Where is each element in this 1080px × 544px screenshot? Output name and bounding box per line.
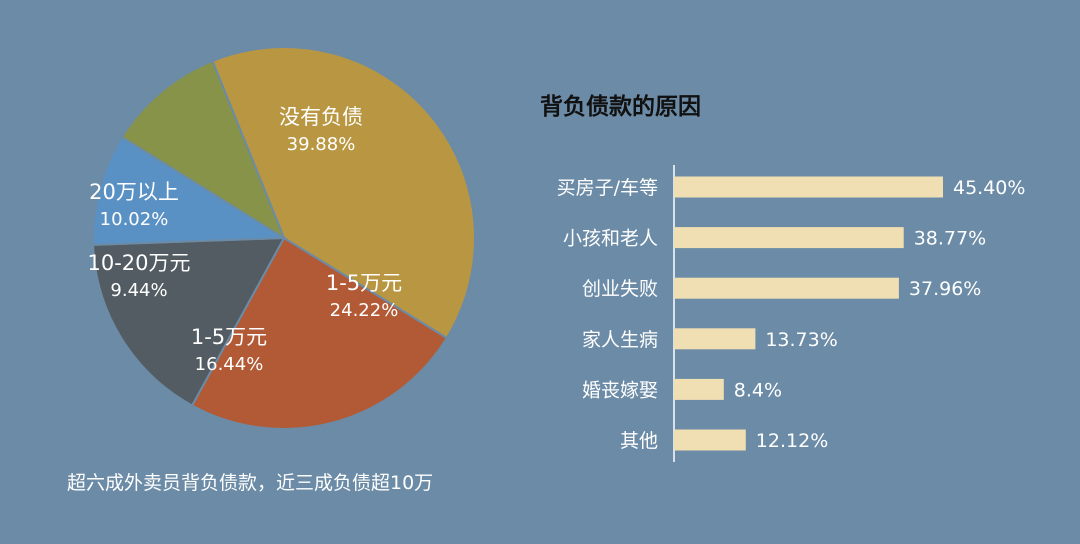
bar-category-label: 创业失败 xyxy=(582,278,658,300)
pie-slice-label: 1-5万元 xyxy=(191,325,267,349)
bar xyxy=(674,277,899,299)
pie-slice-value: 39.88% xyxy=(287,134,356,155)
bar-value-label: 37.96% xyxy=(909,278,981,300)
pie-slice-value: 10.02% xyxy=(100,209,169,230)
pie-slice xyxy=(190,236,449,430)
bar-chart-title: 背负债款的原因 xyxy=(540,93,701,120)
pie-slice-value: 9.44% xyxy=(110,280,167,301)
bar xyxy=(674,227,904,249)
pie-slice-label: 10-20万元 xyxy=(87,251,190,275)
bar xyxy=(674,328,756,350)
pie-slice xyxy=(120,59,287,241)
bar-category-label: 婚丧嫁娶 xyxy=(582,379,658,401)
pie-slice xyxy=(211,46,476,340)
bar-category-label: 小孩和老人 xyxy=(563,228,658,250)
pie-slice xyxy=(92,135,288,246)
bar xyxy=(674,429,746,451)
bar-category-label: 买房子/车等 xyxy=(557,177,658,199)
bar-value-label: 45.40% xyxy=(953,177,1025,199)
bar-value-label: 38.77% xyxy=(914,228,986,250)
chart-caption: 超六成外卖员背负债款，近三成负债超10万 xyxy=(67,472,433,494)
bar xyxy=(674,378,724,400)
bar-category-label: 家人生病 xyxy=(582,329,658,351)
bar-value-label: 13.73% xyxy=(765,329,837,351)
pie-slice-value: 16.44% xyxy=(195,354,264,375)
pie-slice-label: 没有负债 xyxy=(279,105,363,129)
pie-slice-label: 1-5万元 xyxy=(326,271,402,295)
bar-category-label: 其他 xyxy=(620,430,658,452)
bar-value-label: 12.12% xyxy=(756,430,828,452)
bar-value-label: 8.4% xyxy=(734,379,782,401)
pie-slice-label: 20万以上 xyxy=(89,180,179,204)
bar xyxy=(674,176,943,198)
pie-slice-value: 24.22% xyxy=(330,300,399,321)
pie-slice xyxy=(92,236,286,407)
